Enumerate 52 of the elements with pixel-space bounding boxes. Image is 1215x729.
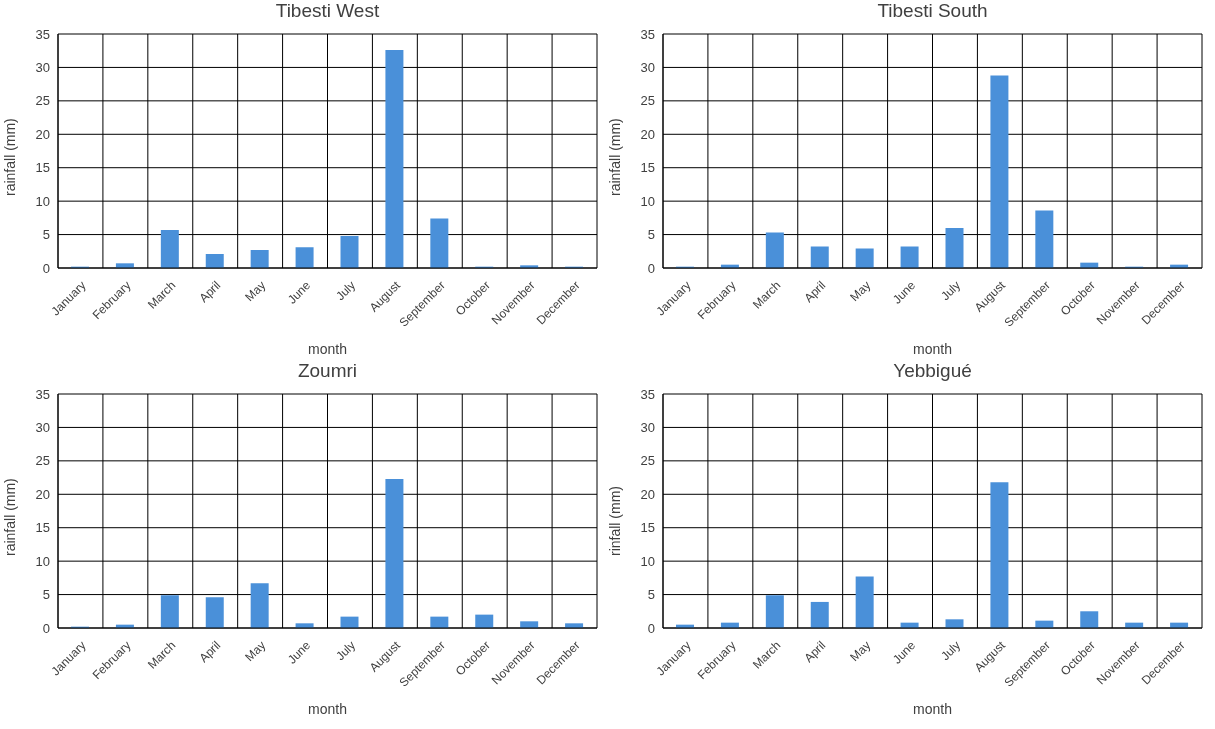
y-tick-label: 25 [640,93,655,109]
chart-title: Zoumri [296,360,359,383]
y-tick-label: 10 [640,553,655,569]
y-tick-label: 15 [35,520,50,536]
y-tick-label: 35 [35,26,50,42]
y-axis-title: rainfall (mm) [1,478,18,556]
y-tick-label: 30 [35,60,50,76]
x-tick-label: July [938,638,964,664]
y-tick-label: 30 [35,420,50,436]
chart-title: Tibesti South [876,0,989,23]
y-tick-label: 15 [35,160,50,176]
x-axis-title: month [913,701,952,717]
y-tick-label: 35 [640,386,655,402]
y-tick-label: 25 [35,93,50,109]
y-tick-label: 0 [42,260,50,276]
y-tick-label: 35 [640,26,655,42]
y-tick-label: 0 [647,260,655,276]
y-tick-label: 5 [647,587,655,603]
y-tick-label: 5 [647,227,655,243]
x-axis-title: month [308,341,347,357]
y-axis-title: rainfall (mm) [1,118,18,196]
y-tick-label: 0 [42,620,50,636]
y-tick-label: 10 [640,193,655,209]
y-tick-label: 20 [640,486,655,502]
y-axis-title: rinfall (mm) [606,486,623,556]
chart-title: Tibesti West [274,0,381,23]
y-tick-label: 5 [42,587,50,603]
y-tick-label: 15 [640,520,655,536]
y-tick-label: 20 [35,486,50,502]
y-tick-label: 20 [35,126,50,142]
x-tick-label: May [847,278,874,305]
y-tick-label: 15 [640,160,655,176]
x-axis-title: month [913,341,952,357]
y-tick-label: 10 [35,553,50,569]
y-tick-label: 30 [640,420,655,436]
x-tick-label: July [938,278,964,304]
y-tick-label: 0 [647,620,655,636]
x-tick-label: July [333,278,359,304]
y-tick-label: 20 [640,126,655,142]
y-tick-label: 35 [35,386,50,402]
x-tick-label: May [242,638,269,665]
y-tick-label: 30 [640,60,655,76]
x-axis-title: month [308,701,347,717]
x-tick-label: May [242,278,269,305]
x-tick-label: July [333,638,359,664]
x-tick-label: May [847,638,874,665]
y-tick-label: 25 [35,453,50,469]
y-axis-title: rainfall (mm) [606,118,623,196]
chart-title: Yebbigué [892,360,973,383]
y-tick-label: 5 [42,227,50,243]
y-tick-label: 10 [35,193,50,209]
y-tick-label: 25 [640,453,655,469]
